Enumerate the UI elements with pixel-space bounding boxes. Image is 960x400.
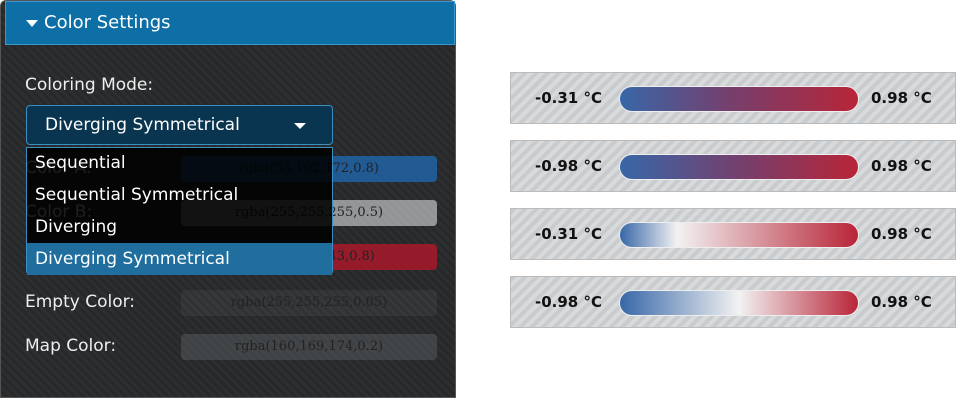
legend: -0.31 °C 0.98 °C xyxy=(510,72,956,124)
legend-min: -0.98 °C xyxy=(535,157,602,175)
legend-min: -0.31 °C xyxy=(535,89,602,107)
gradient-bar xyxy=(619,290,859,316)
mode-option[interactable]: Diverging xyxy=(35,217,118,237)
legend-max: 0.98 °C xyxy=(871,293,932,311)
legend-min: -0.98 °C xyxy=(535,293,602,311)
mode-label: Coloring Mode: xyxy=(25,75,154,95)
color-value[interactable]: rgba(255,255,255,0.05) xyxy=(181,290,437,316)
legend: -0.31 °C 0.98 °C xyxy=(510,208,956,260)
mode-options: Sequential Sequential Symmetrical Divergin… xyxy=(26,147,333,275)
gradient-bar xyxy=(619,86,859,112)
legend-min: -0.31 °C xyxy=(535,225,602,243)
mode-select[interactable]: Diverging Symmetrical xyxy=(26,105,333,145)
row-label: Map Color: xyxy=(25,336,117,356)
row-label: Empty Color: xyxy=(25,292,136,312)
legend: -0.98 °C 0.98 °C xyxy=(510,276,956,328)
mode-option[interactable]: Sequential Symmetrical xyxy=(35,185,239,205)
gradient-bar xyxy=(619,222,859,248)
mode-option[interactable]: Sequential xyxy=(35,153,126,173)
settings-panel: Color Settings Coloring Mode: Color A:rg… xyxy=(0,0,456,398)
gradient-bar xyxy=(619,154,859,180)
legend-max: 0.98 °C xyxy=(871,89,932,107)
legend: -0.98 °C 0.98 °C xyxy=(510,140,956,192)
panel-header[interactable]: Color Settings xyxy=(5,1,455,45)
color-value[interactable]: rgba(160,169,174,0.2) xyxy=(181,334,437,360)
legend-max: 0.98 °C xyxy=(871,225,932,243)
mode-option[interactable]: Diverging Symmetrical xyxy=(27,243,332,275)
legend-max: 0.98 °C xyxy=(871,157,932,175)
